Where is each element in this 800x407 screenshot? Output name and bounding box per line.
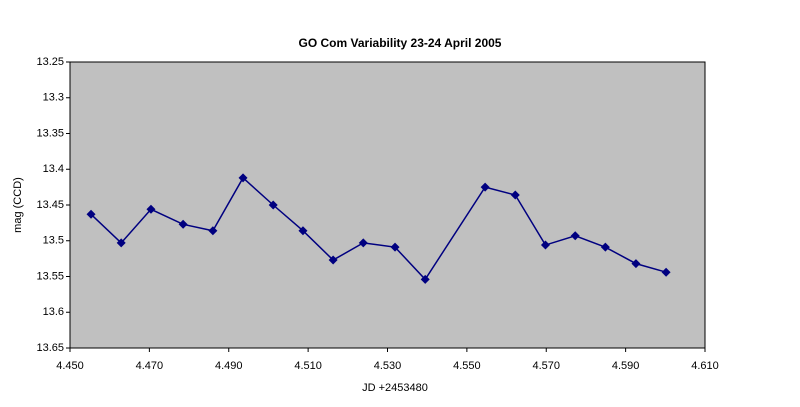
x-tick-label: 4.470	[136, 360, 164, 372]
x-tick-label: 4.450	[56, 360, 84, 372]
data-point	[178, 219, 188, 229]
data-point	[268, 200, 278, 210]
plot-area	[69, 61, 706, 349]
data-point	[298, 226, 308, 236]
x-tick-label: 4.590	[612, 360, 640, 372]
x-tick-label: 4.490	[215, 360, 243, 372]
data-point	[631, 259, 641, 269]
y-tick-label: 13.6	[43, 306, 64, 318]
y-tick-label: 13.25	[36, 56, 64, 68]
x-tick-label: 4.530	[374, 360, 402, 372]
y-tick-label: 13.55	[36, 270, 64, 282]
y-tick-label: 13.65	[36, 342, 64, 354]
data-point	[390, 242, 400, 252]
y-tick-label: 13.3	[43, 92, 64, 104]
data-point	[661, 267, 671, 277]
x-tick-label: 4.510	[294, 360, 322, 372]
x-axis-label: JD +2453480	[362, 382, 428, 394]
y-axis-label: mag (CCD)	[12, 177, 24, 233]
data-point	[116, 238, 126, 248]
data-point	[600, 242, 610, 252]
data-point	[540, 240, 550, 250]
data-point	[358, 238, 368, 248]
data-point	[238, 173, 248, 183]
data-point	[570, 231, 580, 241]
y-tick-label: 13.45	[36, 199, 64, 211]
data-point	[328, 255, 338, 265]
data-point	[146, 204, 156, 214]
y-tick-label: 13.5	[43, 235, 64, 247]
data-point	[480, 182, 490, 192]
x-tick-label: 4.550	[453, 360, 481, 372]
data-point	[86, 209, 96, 219]
y-tick-label: 13.35	[36, 127, 64, 139]
data-point	[208, 226, 218, 236]
x-tick-label: 4.610	[691, 360, 719, 372]
data-point	[420, 274, 430, 284]
y-tick-label: 13.4	[43, 163, 64, 175]
x-tick-label: 4.570	[532, 360, 560, 372]
data-point	[510, 190, 520, 200]
chart-title: GO Com Variability 23-24 April 2005	[299, 36, 502, 50]
